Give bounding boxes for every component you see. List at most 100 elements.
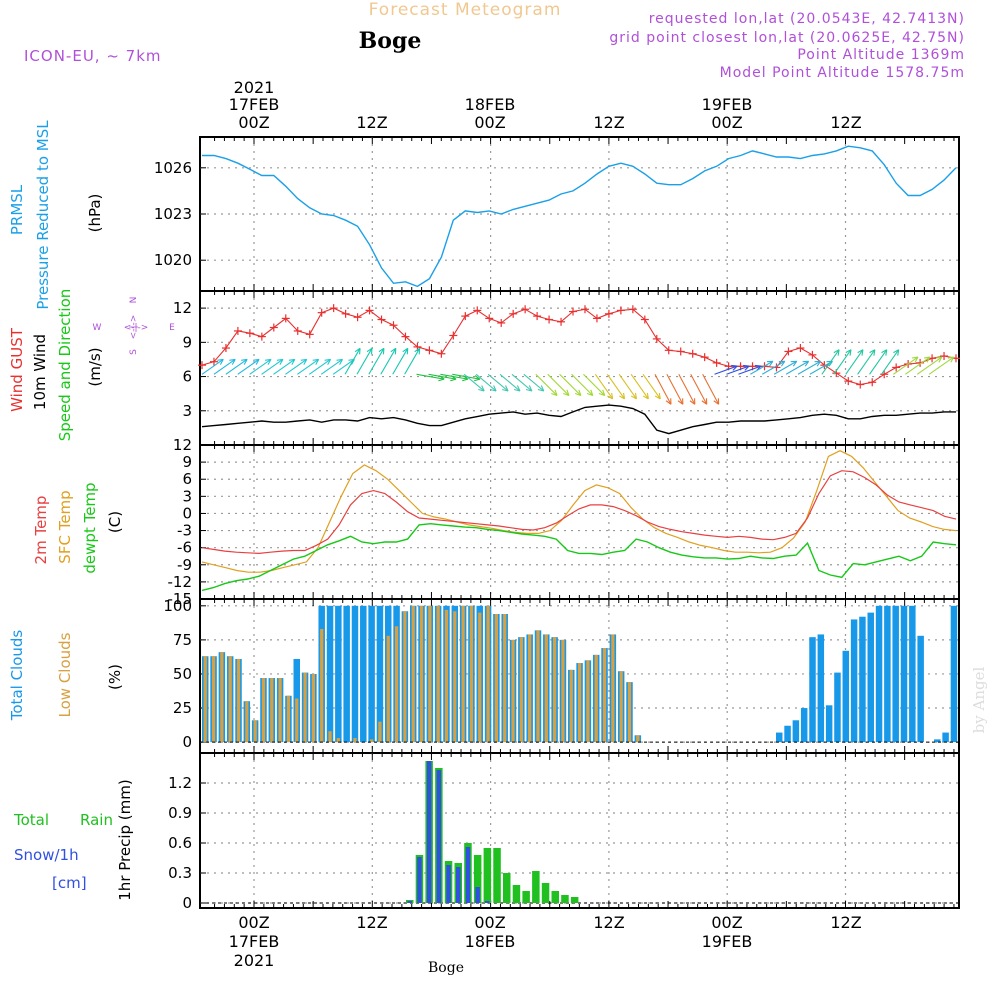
wind-direction-arrow <box>798 361 821 374</box>
snow-bar <box>466 847 471 903</box>
low-cloud-bar <box>320 629 323 742</box>
low-cloud-bar <box>420 606 423 742</box>
low-cloud-bar <box>503 614 506 742</box>
gust-label: Wind GUST <box>8 327 26 412</box>
y-tick-label: 0.3 <box>168 864 192 882</box>
y-tick-label: 1020 <box>154 251 192 269</box>
top-tick-0: 00Z <box>238 113 269 132</box>
snow-bar <box>427 761 432 903</box>
bottom-date-19feb: 19FEB <box>702 932 753 951</box>
y-tick-label: 0 <box>182 894 192 912</box>
low-cloud-bar <box>295 698 298 742</box>
wind-direction-arrow <box>893 357 918 374</box>
top-date-18feb: 18FEB <box>465 95 516 114</box>
wind-direction-arrow <box>512 374 532 391</box>
wind-arrow-head <box>438 379 444 381</box>
compass-e: E <box>169 323 175 333</box>
gust-series-line <box>202 308 956 384</box>
snow-bar <box>456 867 461 903</box>
low-cloud-bar <box>378 722 381 742</box>
watermark: by Angel <box>970 666 988 733</box>
compass-w: W <box>93 323 102 333</box>
panel4-side-labels: Total Clouds Low Clouds (%) <box>8 630 124 722</box>
low-cloud-bar <box>620 671 623 742</box>
total-cloud-bar <box>884 606 890 742</box>
wind-arrow-head <box>462 379 468 381</box>
dewpt-series-line <box>202 524 956 591</box>
low-cloud-bar <box>462 606 465 742</box>
model-label: ICON-EU, ~ 7km <box>24 47 162 65</box>
low-cloud-bar <box>545 634 548 742</box>
rain-bar <box>561 895 569 903</box>
total-cloud-bar <box>876 606 882 742</box>
y-tick-label: 0 <box>182 504 192 522</box>
wind10m-label: 10m Wind <box>31 334 49 410</box>
sfc-temp-label: SFC Temp <box>56 490 74 563</box>
wind-direction-arrow <box>655 374 671 404</box>
low-cloud-bar <box>478 613 481 742</box>
low-cloud-bar <box>561 640 564 742</box>
temp-unit-label: (C) <box>106 511 124 533</box>
rain-bar <box>542 883 550 903</box>
total-cloud-bar <box>892 606 898 742</box>
bottom-tick-0: 00Z <box>238 913 269 932</box>
wind-direction-arrow <box>238 359 259 374</box>
wind-arrow-head <box>755 365 761 366</box>
top-time-axis: 2021 17FEB 18FEB 19FEB 00Z 12Z 00Z 12Z 0… <box>229 78 862 132</box>
prmsl-desc-label: Pressure Reduced to MSL <box>34 120 52 310</box>
total-clouds-label: Total Clouds <box>8 630 26 722</box>
low-cloud-bar <box>528 634 531 742</box>
top-date-17feb: 17FEB <box>229 95 280 114</box>
low-cloud-bar <box>611 634 614 742</box>
wind-arrow-head <box>731 365 737 366</box>
y-tick-label: 75 <box>173 631 192 649</box>
wind-direction-arrow <box>309 359 330 374</box>
grid-point-coords: grid point closest lon,lat (20.0625E, 42… <box>609 30 965 46</box>
bottom-tick-3: 12Z <box>593 913 624 932</box>
snow-bar <box>485 901 490 903</box>
low-cloud-bar <box>636 735 639 742</box>
panel2-side-labels: Wind GUST 10m Wind Speed and Direction (… <box>8 289 175 442</box>
y-tick-label: -3 <box>177 522 192 540</box>
y-tick-label: 0 <box>182 733 192 751</box>
top-date-19feb: 19FEB <box>702 95 753 114</box>
wind-direction-arrow <box>786 361 809 374</box>
low-cloud-bar <box>353 738 356 742</box>
low-cloud-bar <box>470 606 473 742</box>
snow-bar <box>417 857 422 903</box>
snow-unit-label: [cm] <box>52 874 87 892</box>
low-cloud-bar <box>511 640 514 742</box>
total-cloud-bar <box>818 634 824 742</box>
low-cloud-bar <box>287 696 290 742</box>
total-cloud-bar <box>851 619 857 742</box>
rain-bar <box>552 891 560 903</box>
low-cloud-bar <box>337 738 340 742</box>
low-cloud-bar <box>520 637 523 742</box>
y-tick-label: 12 <box>173 436 192 454</box>
wind-direction-arrow <box>572 374 593 395</box>
top-tick-4: 00Z <box>711 113 742 132</box>
wind-direction-arrow <box>583 374 604 395</box>
rain-bar <box>503 873 511 903</box>
bottom-time-axis: 00Z 12Z 00Z 12Z 00Z 12Z 17FEB 18FEB 19FE… <box>229 913 862 976</box>
low-cloud-bar <box>229 656 232 742</box>
clouds-unit-label: (%) <box>106 664 124 690</box>
rain-bar <box>484 848 492 903</box>
total-cloud-bar <box>942 733 948 743</box>
dewpt-label: dewpt Temp <box>81 482 99 573</box>
bottom-date-18feb: 18FEB <box>465 932 516 951</box>
low-cloud-bar <box>570 670 573 742</box>
y-tick-label: 9 <box>182 453 192 471</box>
low-cloud-bar <box>536 630 539 742</box>
top-title: Forecast Meteogram <box>369 0 562 20</box>
low-cloud-bar <box>204 656 207 742</box>
wind-speed-dir-label: Speed and Direction <box>56 289 74 442</box>
total-cloud-bar <box>776 733 782 743</box>
total-cloud-bar <box>327 606 333 742</box>
y-tick-label: -6 <box>177 539 192 557</box>
total-cloud-bar <box>826 705 832 742</box>
low-cloud-bar <box>603 648 606 742</box>
wind-direction-arrow <box>750 361 773 374</box>
y-tick-label: -12 <box>168 573 193 591</box>
